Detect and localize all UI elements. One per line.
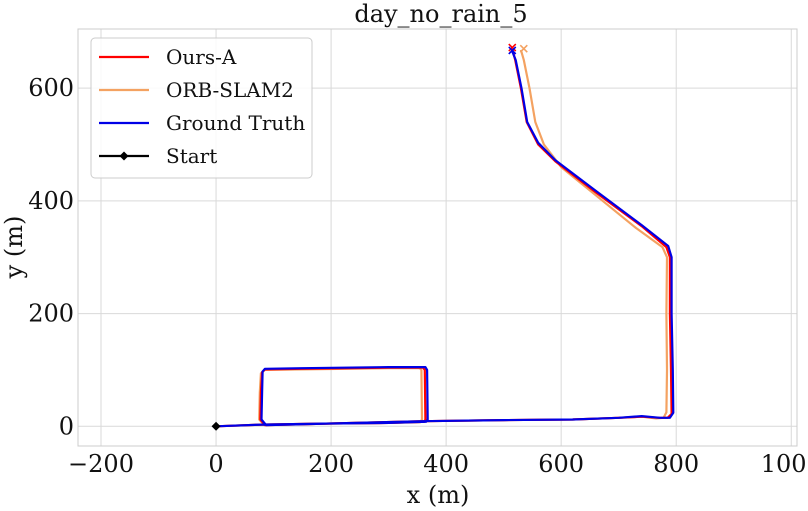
start-marker (211, 421, 221, 431)
end-marker-ground-truth (508, 46, 517, 55)
y-axis-label: y (m) (0, 216, 28, 280)
y-axis-ticks: 0 200 400 600 (28, 74, 74, 440)
chart-title: day_no_rain_5 (354, 0, 527, 28)
y-tick-label: 0 (59, 412, 74, 440)
x-axis-label: x (m) (407, 481, 470, 509)
end-marker-ours-a (508, 43, 517, 52)
y-tick-label: 400 (28, 187, 74, 215)
markers (211, 43, 528, 431)
legend-label: Ours-A (166, 45, 237, 69)
legend-label: Ground Truth (166, 111, 305, 135)
plot-frame (77, 28, 798, 447)
x-tick-label: −200 (68, 450, 134, 478)
legend-box (90, 37, 313, 179)
legend-start-marker (119, 151, 129, 161)
end-marker-orb-slam2 (519, 44, 528, 53)
legend-label: ORB-SLAM2 (166, 78, 294, 102)
series-lines (215, 48, 675, 428)
x-tick-label: 800 (653, 450, 699, 478)
x-tick-label: 400 (423, 450, 469, 478)
legend: Ours-A ORB-SLAM2 Ground Truth Start (90, 37, 313, 179)
x-tick-label: 600 (538, 450, 584, 478)
y-tick-label: 200 (28, 300, 74, 328)
legend-label: Start (166, 144, 217, 168)
x-tick-label: 200 (308, 450, 354, 478)
series-line-ground-truth (215, 51, 675, 428)
y-tick-label: 600 (28, 74, 74, 102)
x-tick-label: 0 (208, 450, 223, 478)
